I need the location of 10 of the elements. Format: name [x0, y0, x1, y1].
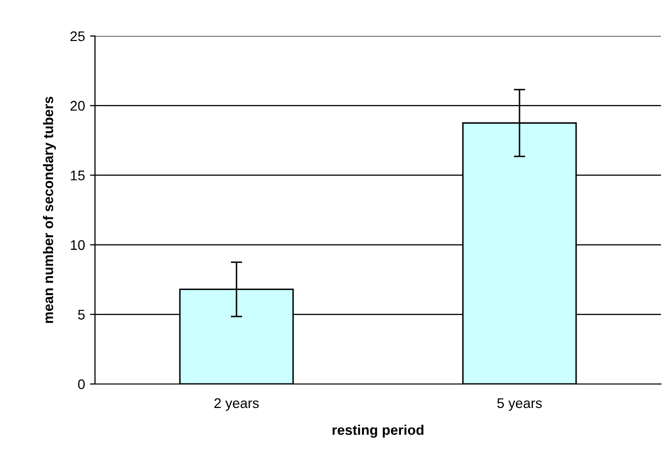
x-axis-title: resting period [332, 424, 424, 438]
y-tick-label: 0 [78, 379, 85, 390]
y-axis-title: mean number of secondary tubers [42, 96, 56, 323]
y-tick-label: 25 [70, 31, 85, 42]
y-tick-label: 10 [70, 240, 85, 250]
y-tick-label: 15 [70, 170, 85, 180]
x-tick-label: 5 years [497, 398, 542, 411]
x-tick-label: 2 years [214, 398, 259, 411]
y-tick-label: 20 [70, 100, 85, 111]
y-tick-label: 5 [78, 310, 85, 320]
